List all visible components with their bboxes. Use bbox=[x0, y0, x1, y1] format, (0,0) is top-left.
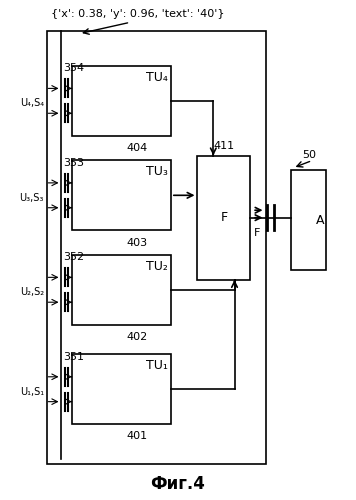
Text: 351: 351 bbox=[63, 352, 84, 362]
Text: 401: 401 bbox=[126, 432, 147, 442]
Text: 50: 50 bbox=[302, 150, 316, 160]
FancyBboxPatch shape bbox=[72, 354, 171, 424]
FancyBboxPatch shape bbox=[47, 31, 266, 464]
FancyBboxPatch shape bbox=[72, 255, 171, 324]
Text: A: A bbox=[316, 214, 325, 226]
Text: 403: 403 bbox=[126, 238, 147, 248]
Text: U₃,S₃: U₃,S₃ bbox=[19, 193, 44, 203]
FancyBboxPatch shape bbox=[72, 66, 171, 136]
Text: Фиг.4: Фиг.4 bbox=[151, 474, 205, 492]
Text: 353: 353 bbox=[63, 158, 84, 168]
FancyBboxPatch shape bbox=[291, 170, 326, 270]
Text: TU₃: TU₃ bbox=[146, 166, 167, 178]
Text: TU₁: TU₁ bbox=[146, 360, 167, 372]
Text: {'x': 0.38, 'y': 0.96, 'text': '40'}: {'x': 0.38, 'y': 0.96, 'text': '40'} bbox=[51, 9, 224, 19]
Text: 411: 411 bbox=[213, 140, 235, 150]
Text: 352: 352 bbox=[63, 252, 84, 262]
FancyBboxPatch shape bbox=[72, 160, 171, 230]
Text: 404: 404 bbox=[126, 143, 148, 153]
Text: U₁,S₁: U₁,S₁ bbox=[20, 386, 44, 396]
Text: 354: 354 bbox=[63, 64, 84, 74]
Text: U₂,S₂: U₂,S₂ bbox=[20, 288, 44, 298]
Text: TU₄: TU₄ bbox=[146, 71, 167, 84]
Text: F: F bbox=[254, 228, 260, 237]
Text: TU₂: TU₂ bbox=[146, 260, 167, 273]
Text: 402: 402 bbox=[126, 332, 148, 342]
Text: F: F bbox=[220, 211, 227, 224]
FancyBboxPatch shape bbox=[198, 156, 250, 280]
Text: U₄,S₄: U₄,S₄ bbox=[20, 98, 44, 108]
